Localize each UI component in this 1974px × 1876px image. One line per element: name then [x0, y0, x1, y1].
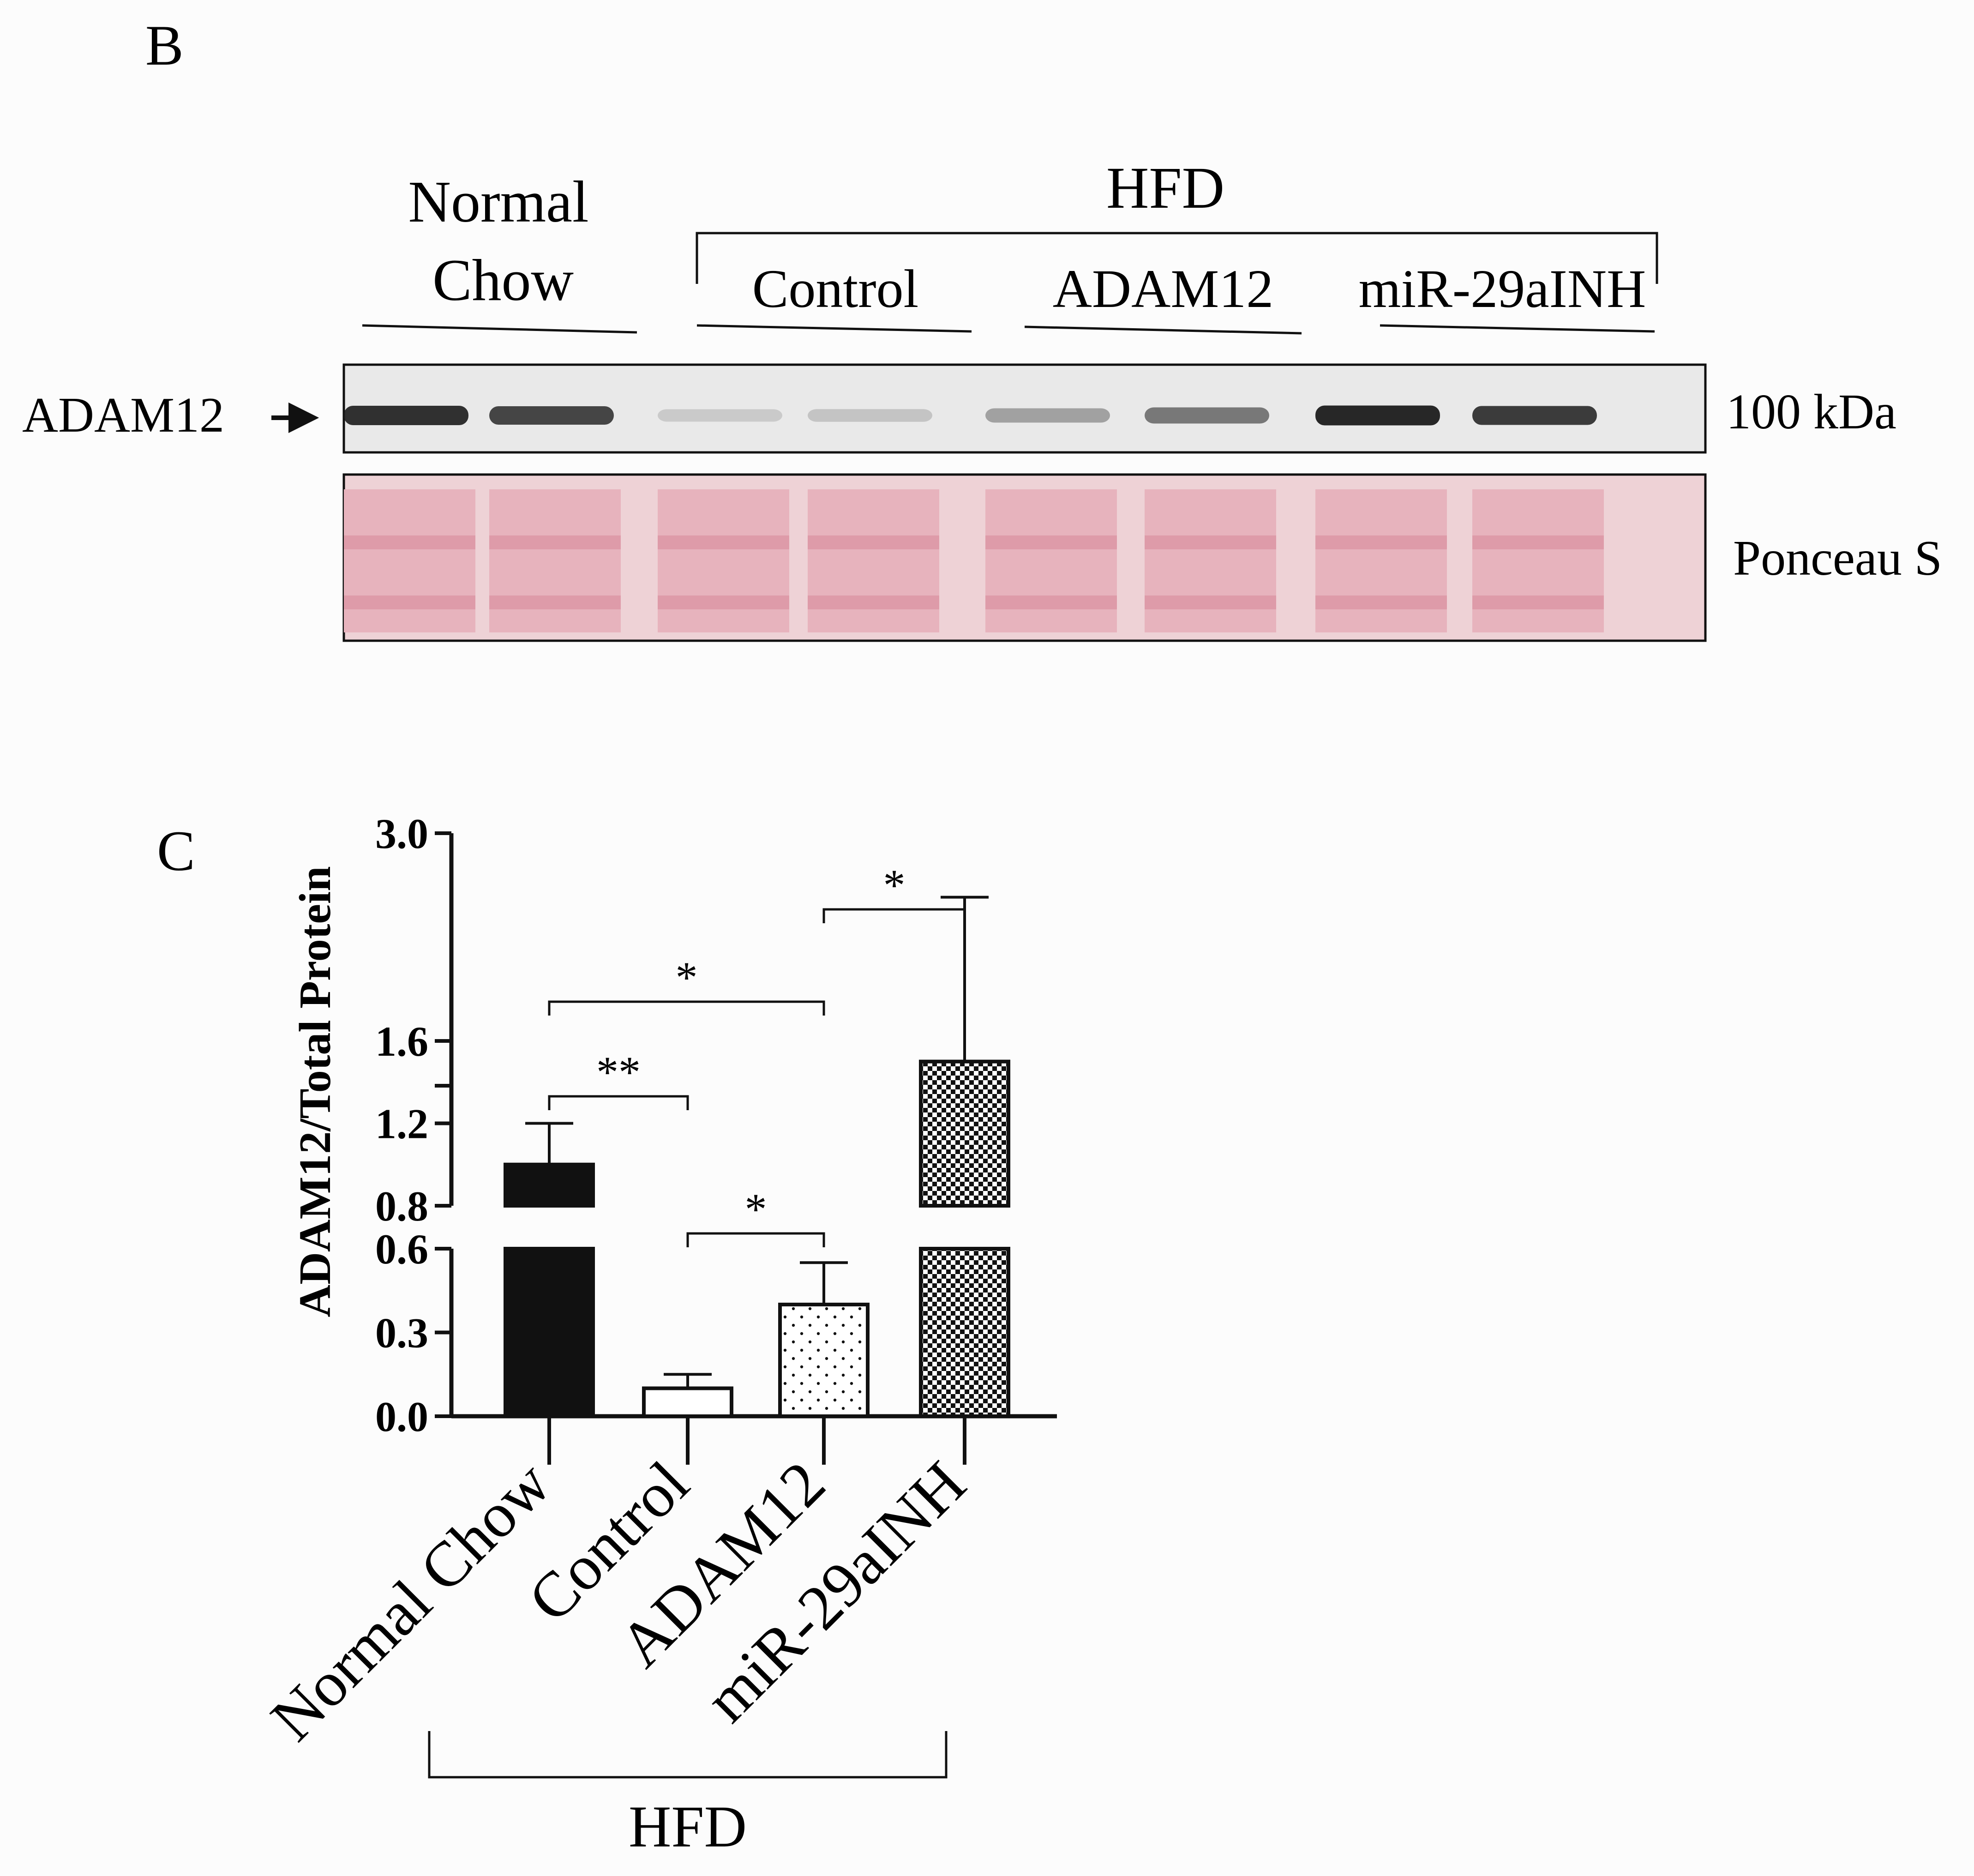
x-tick-label: Normal Chow	[257, 1448, 564, 1754]
blot-band	[985, 408, 1110, 423]
significance-bracket	[822, 908, 966, 923]
significance-bracket	[548, 1000, 825, 1016]
bar	[919, 1247, 1010, 1418]
blot-band	[1315, 405, 1440, 426]
bar	[919, 1059, 1010, 1208]
group-normal-line2: Chow	[432, 247, 574, 313]
hfd-group-bracket	[428, 1731, 948, 1779]
ponceau-lane	[344, 489, 475, 632]
significance-label: *	[883, 860, 906, 910]
ponceau-lane	[489, 489, 621, 632]
bar	[642, 1386, 733, 1418]
subgroup-adam12: ADAM12	[1053, 259, 1274, 319]
y-tick-label: 0.6	[375, 1226, 428, 1273]
ponceau-lane	[808, 489, 939, 632]
ponceau-lane	[658, 489, 789, 632]
subgroup-mir29ainh: miR-29aINH	[1359, 259, 1646, 319]
ponceau-band	[808, 595, 939, 609]
y-tick-label: 0.0	[375, 1393, 428, 1440]
ponceau-lane	[1145, 489, 1276, 632]
y-tick-label: 1.6	[375, 1018, 428, 1065]
ponceau-lane	[1315, 489, 1447, 632]
ponceau-band	[1315, 535, 1447, 549]
row-label-adam12: ADAM12	[22, 388, 224, 443]
blot-band	[489, 406, 614, 425]
blot-bands	[344, 405, 1597, 426]
ponceau-band	[658, 595, 789, 609]
group-hfd-label: HFD	[1106, 155, 1224, 221]
ponceau-band	[344, 535, 475, 549]
normal-chow-underline	[362, 324, 637, 334]
panel-b-label: B	[145, 14, 184, 77]
y-tick-label: 0.8	[375, 1183, 428, 1230]
significance-brackets: *****	[548, 860, 966, 1247]
group-normal-line1: Normal	[408, 169, 589, 234]
ponceau-band	[658, 535, 789, 549]
bar	[504, 1162, 595, 1208]
mir-underline	[1380, 324, 1655, 333]
y-axis-label: ADAM12/Total Protein	[290, 866, 340, 1317]
ponceau-lanes	[344, 489, 1604, 632]
hfd-bracket	[696, 232, 1658, 284]
stain-label: Ponceau S	[1733, 531, 1942, 586]
chart-bars	[504, 1059, 1010, 1418]
ponceau-band	[1472, 595, 1604, 609]
significance-label: *	[745, 1185, 767, 1234]
ponceau-band	[1145, 595, 1276, 609]
blot-band	[808, 409, 932, 422]
subgroup-control: Control	[752, 259, 919, 319]
ponceau-band	[1472, 535, 1604, 549]
y-tick-label: 0.3	[375, 1310, 428, 1357]
ponceau-band	[985, 595, 1117, 609]
ponceau-band	[1145, 535, 1276, 549]
y-tick-label: 1.2	[375, 1100, 428, 1148]
ponceau-lane	[985, 489, 1117, 632]
adam12-underline	[1024, 325, 1302, 335]
bar	[504, 1247, 595, 1418]
significance-bracket	[686, 1232, 825, 1247]
blot-band	[344, 406, 468, 425]
significance-bracket	[548, 1095, 689, 1110]
blot-band	[658, 409, 782, 422]
hfd-group-label: HFD	[629, 1794, 747, 1859]
ponceau-band	[985, 535, 1117, 549]
y-tick-label: 3.0	[375, 810, 428, 857]
ponceau-band	[1315, 595, 1447, 609]
row-arrow-icon	[271, 402, 319, 433]
ponceau-band	[489, 535, 621, 549]
significance-label: *	[676, 953, 698, 1002]
ponceau-band	[808, 535, 939, 549]
blot-band	[1472, 406, 1597, 425]
size-label: 100 kDa	[1726, 385, 1896, 439]
chart-error-bars	[525, 896, 989, 1389]
ponceau-band	[344, 595, 475, 609]
blot-band	[1145, 407, 1269, 424]
significance-label: **	[596, 1047, 641, 1097]
ponceau-band	[489, 595, 621, 609]
panel-c-label: C	[157, 819, 195, 883]
control-underline	[696, 324, 972, 333]
bar	[778, 1303, 870, 1418]
ponceau-lane	[1472, 489, 1604, 632]
